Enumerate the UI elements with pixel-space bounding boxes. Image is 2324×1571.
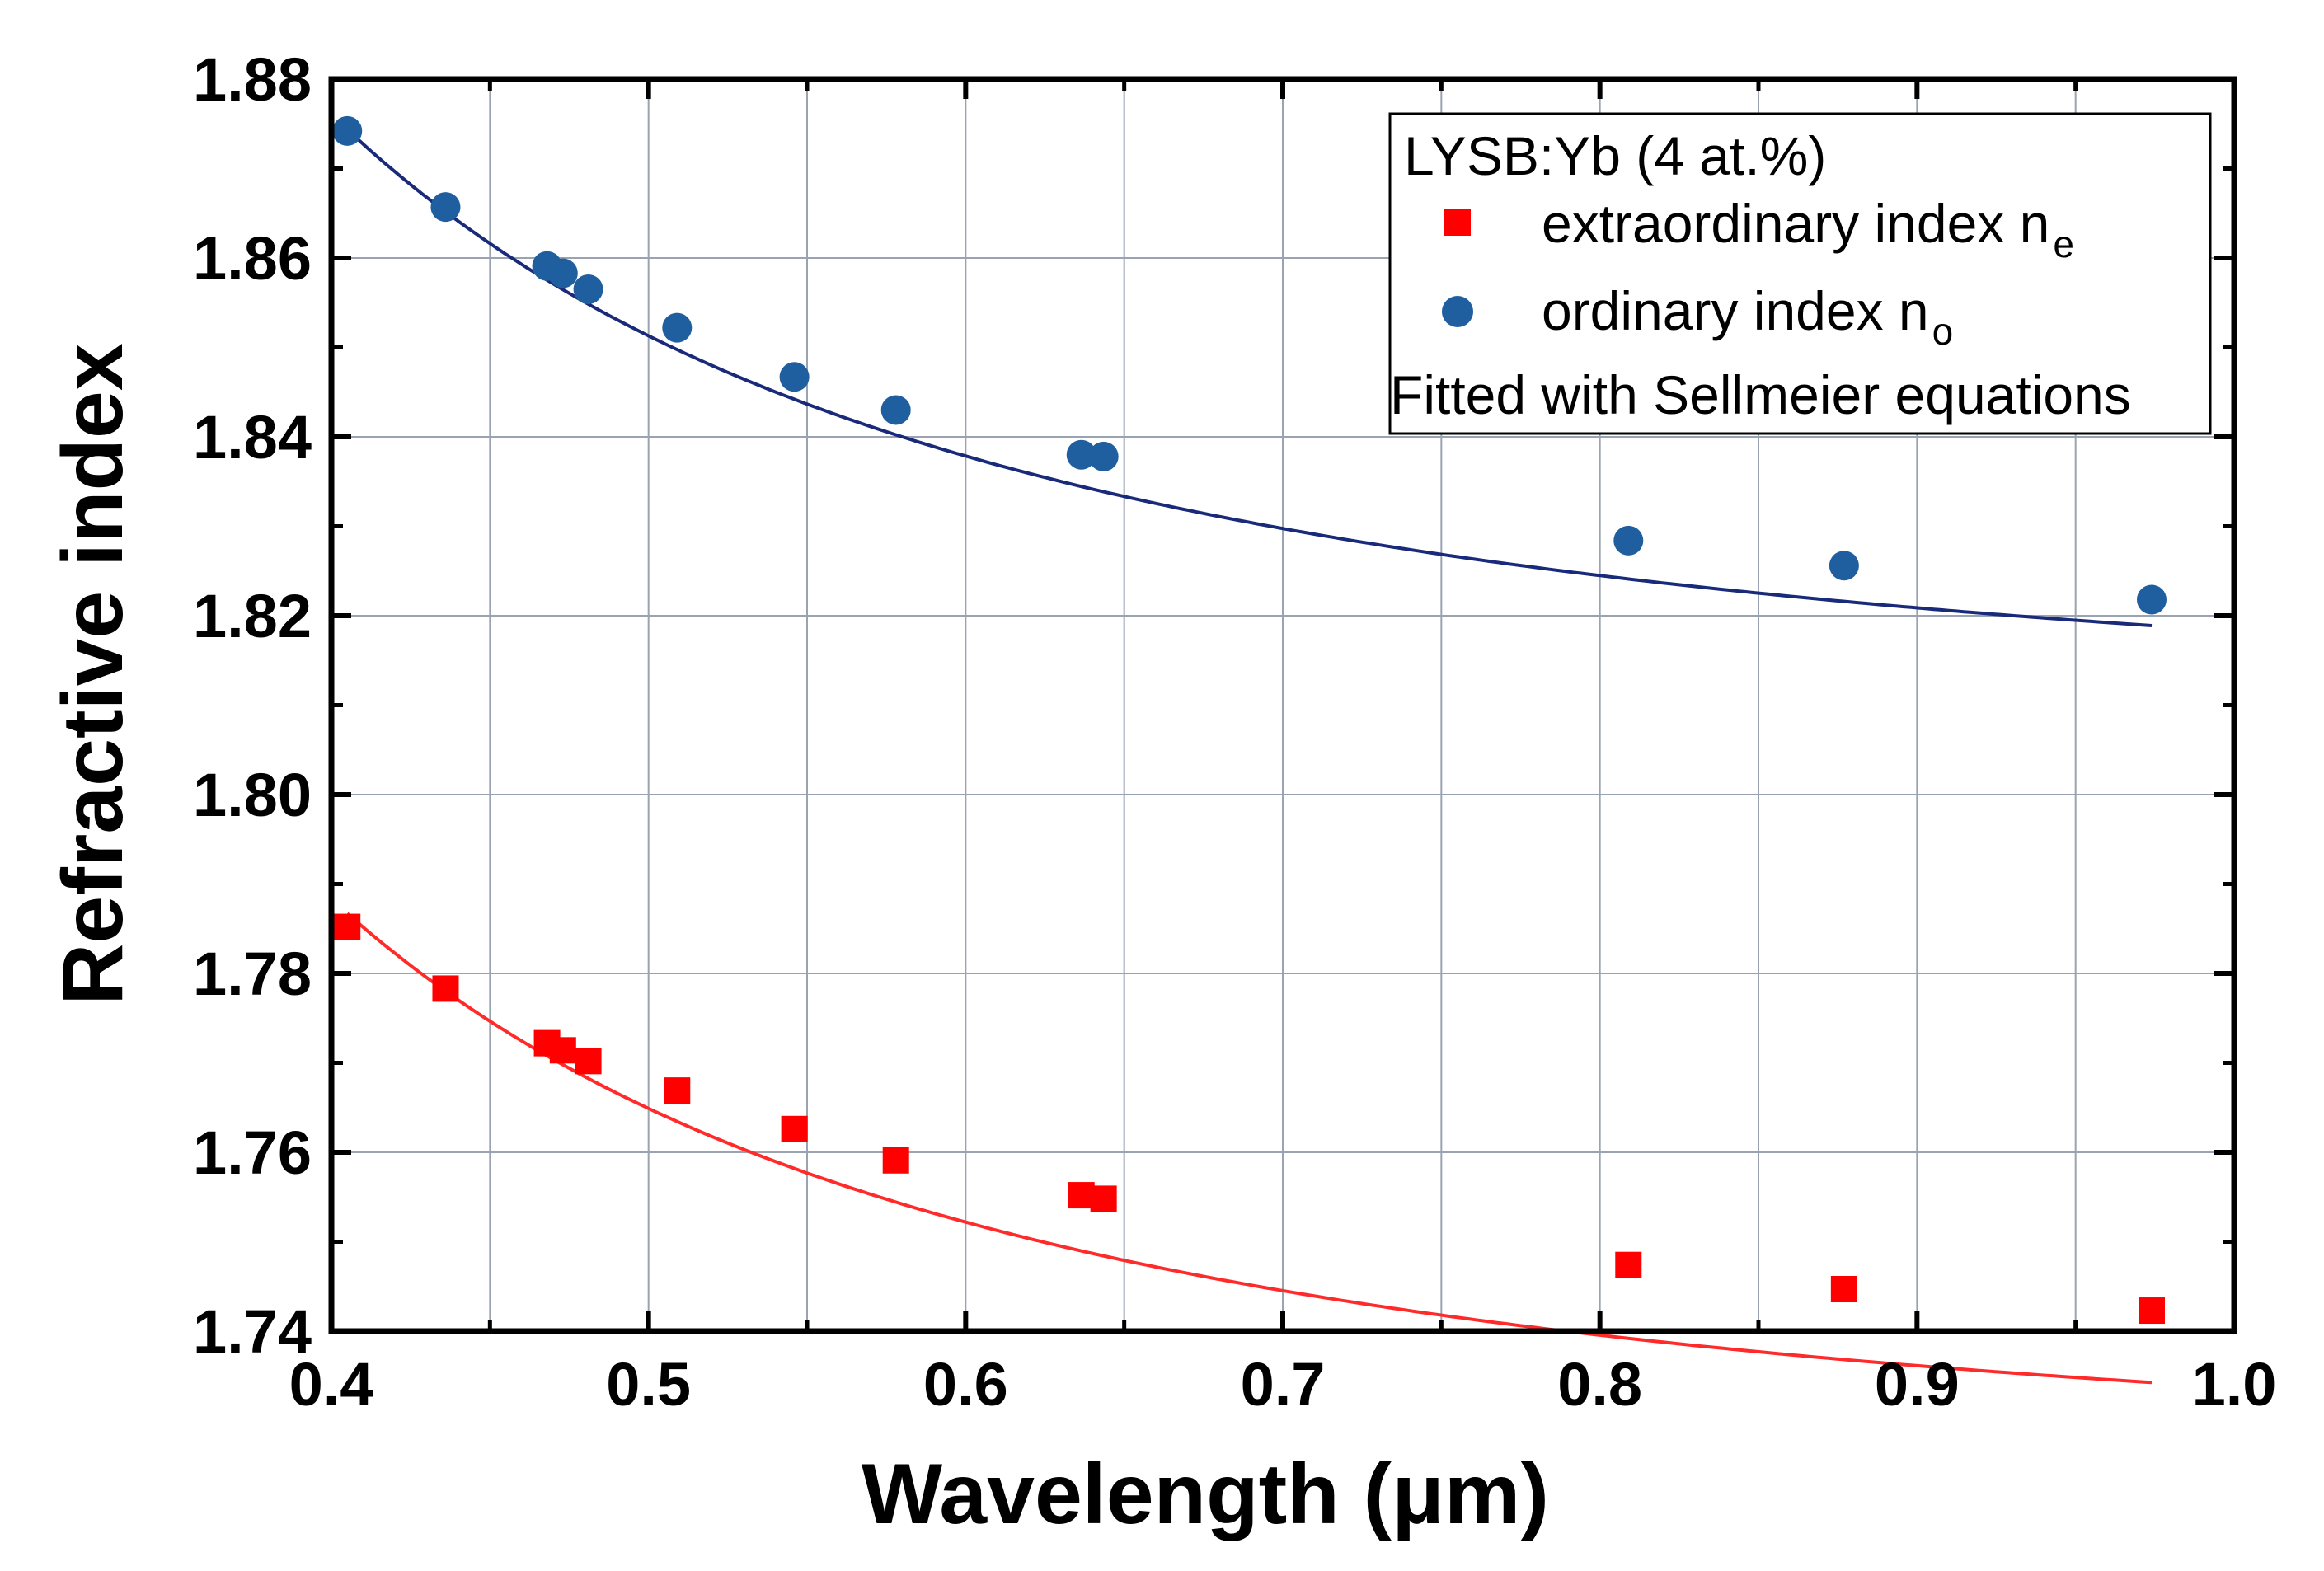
legend-title: LYSB:Yb (4 at.%) xyxy=(1404,125,1826,186)
legend-marker-extraordinary xyxy=(1444,209,1471,236)
y-tick-label: 1.88 xyxy=(193,45,312,114)
extraordinary-point xyxy=(1830,1276,1857,1303)
extraordinary-point xyxy=(1090,1185,1117,1212)
extraordinary-point xyxy=(549,1037,576,1064)
fit-curves xyxy=(345,128,2153,1385)
legend-label-extraordinary-text: extraordinary index n xyxy=(1542,193,2049,254)
x-axis-title: Wavelength (μm) xyxy=(862,1447,1549,1542)
ordinary-point xyxy=(1066,439,1096,470)
ordinary-point xyxy=(880,395,911,425)
ordinary-point xyxy=(573,274,603,304)
x-tick-label: 0.9 xyxy=(1875,1350,1960,1419)
ordinary-point xyxy=(662,312,693,343)
x-tick-label: 1.0 xyxy=(2192,1350,2277,1419)
legend-box xyxy=(1388,112,2212,435)
ordinary-point xyxy=(2136,584,2167,615)
extraordinary-point xyxy=(334,913,361,940)
fit-curve-line xyxy=(345,912,2153,1385)
y-tick-label: 1.86 xyxy=(193,224,312,293)
extraordinary-point xyxy=(781,1115,808,1142)
ordinary-point xyxy=(547,258,578,288)
legend-label-extraordinary-subscript: e xyxy=(2053,223,2074,265)
ordinary-point xyxy=(332,115,363,146)
legend-note: Fitted with Sellmeier equations xyxy=(1390,364,2131,425)
ordinary-point xyxy=(1613,525,1644,556)
x-tick-label: 0.6 xyxy=(923,1350,1008,1419)
ordinary-point xyxy=(779,362,810,392)
legend-label-extraordinary: extraordinary index ne xyxy=(1542,193,2074,265)
extraordinary-point xyxy=(664,1077,691,1104)
extraordinary-point xyxy=(432,975,459,1002)
x-tick-label: 0.8 xyxy=(1557,1350,1642,1419)
axis-ticks xyxy=(329,77,2237,1334)
y-tick-label: 1.82 xyxy=(193,582,312,650)
ordinary-point xyxy=(1088,441,1119,471)
legend: LYSB:Yb (4 at.%) extraordinary index ne … xyxy=(1388,112,2212,435)
x-tick-label: 0.4 xyxy=(289,1350,374,1419)
legend-label-ordinary-text: ordinary index n xyxy=(1542,280,1929,341)
data-points xyxy=(332,115,2167,1325)
y-tick-label: 1.84 xyxy=(193,403,312,471)
y-tick-label: 1.76 xyxy=(193,1118,312,1187)
extraordinary-point xyxy=(575,1048,602,1075)
ordinary-point xyxy=(1829,551,1859,581)
extraordinary-point xyxy=(1068,1182,1095,1209)
legend-label-ordinary-subscript: o xyxy=(1932,310,1954,353)
extraordinary-point xyxy=(2138,1297,2165,1325)
legend-label-ordinary: ordinary index no xyxy=(1542,280,1953,353)
y-tick-label: 1.78 xyxy=(193,940,312,1008)
ordinary-point xyxy=(430,192,461,223)
fit-curve-line xyxy=(345,128,2153,627)
y-axis-title: Refractive index xyxy=(45,343,141,1006)
y-tick-label: 1.74 xyxy=(193,1297,312,1366)
y-tick-label: 1.80 xyxy=(193,761,312,829)
legend-marker-ordinary xyxy=(1442,296,1473,327)
x-tick-label: 0.7 xyxy=(1241,1350,1326,1419)
x-tick-label: 0.5 xyxy=(606,1350,691,1419)
tick-labels: 0.4 0.5 0.6 0.7 0.8 0.9 1.0 1.74 1.76 1.78 1.80 1.8… xyxy=(193,45,2276,1419)
extraordinary-point xyxy=(882,1147,909,1174)
extraordinary-point xyxy=(1615,1251,1642,1278)
